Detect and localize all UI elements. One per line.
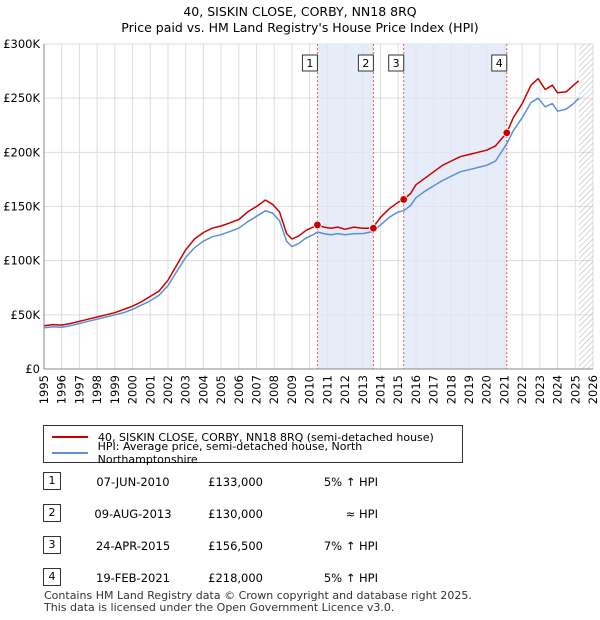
x-tick-label: 2017 [427,375,441,404]
x-tick-label: 2008 [267,375,281,404]
x-tick-label: 2026 [586,375,600,404]
x-tick-label: 2002 [161,375,175,404]
x-tick-label: 2018 [444,375,458,404]
x-tick-label: 2001 [143,375,157,404]
x-tick-label: 2011 [320,375,334,404]
x-tick-label: 2019 [462,375,476,404]
chart-title-address: 40, SISKIN CLOSE, CORBY, NN18 8RQ [183,4,417,19]
shaded-periods [317,44,593,369]
footer: Contains HM Land Registry data © Crown c… [44,590,472,614]
hpi-series-line [43,97,580,329]
sale-label-number: 1 [306,57,313,70]
x-tick-label: 2016 [409,375,423,404]
property-line-swatch [52,436,88,438]
sale-price: £133,000 [208,475,263,489]
table-row: 2 09-AUG-2013 £130,000 ≈ HPI [43,504,463,524]
sale-label-frame [491,54,508,72]
sale-label-number: 4 [496,57,503,70]
x-tick-label: 2015 [391,375,405,404]
sale-date: 19-FEB-2021 [96,571,170,585]
footer-copyright: Contains HM Land Registry data © Crown c… [44,589,472,602]
sale-hpi-comparison: 5% ↑ HPI [323,571,378,585]
legend-item-property: 40, SISKIN CLOSE, CORBY, NN18 8RQ (semi-… [52,430,434,444]
y-tick-label: £300K [3,37,40,51]
sale-hpi-comparison: 5% ↑ HPI [323,475,378,489]
x-tick-label: 2023 [533,375,547,404]
x-tick-label: 2020 [480,375,494,404]
sale-number-badge: 1 [43,472,61,490]
table-row: 1 07-JUN-2010 £133,000 5% ↑ HPI [43,472,463,492]
legend-item-hpi: HPI: Average price, semi-detached house,… [52,440,462,466]
sale-label-frame [388,54,405,72]
sale-price: £218,000 [208,571,263,585]
sale-label-frame [357,54,374,72]
x-tick-label: 2006 [232,375,246,404]
sale-label-box: 1 [301,54,318,72]
x-tick-label: 2013 [356,375,370,404]
footer-licence: This data is licensed under the Open Gov… [44,601,395,614]
sale-label-box: 4 [491,54,508,72]
x-tick-label: 2004 [196,375,210,404]
sale-label-number: 3 [393,57,400,70]
y-tick-label: £250K [3,91,40,105]
sale-label-box: 2 [357,54,374,72]
x-tick-label: 2021 [497,375,511,404]
sale-label-box: 3 [388,54,405,72]
price-chart: 1 2 3 4 £0 £50K £100K £150K £200K £250K £300K 1995… [3,37,600,404]
sale-point [399,195,408,204]
legend: 40, SISKIN CLOSE, CORBY, NN18 8RQ (semi-… [43,425,463,466]
sale-number-badge: 4 [43,568,61,586]
y-tick-label: £200K [3,145,40,159]
x-tick-label: 2009 [285,375,299,404]
y-tick-label: £150K [3,200,40,214]
sale-label-number: 2 [362,57,369,70]
x-tick-label: 2010 [303,375,317,404]
x-tick-label: 2024 [551,375,565,404]
x-tick-label: 2022 [515,375,529,404]
x-tick-label: 2012 [338,375,352,404]
x-tick-label: 1997 [72,375,86,404]
y-tick-label: £0 [25,362,40,376]
legend-property-label: 40, SISKIN CLOSE, CORBY, NN18 8RQ (semi-… [98,430,434,444]
x-tick-label: 2014 [373,375,387,404]
shaded-period [317,44,374,369]
sale-point [502,128,511,138]
sale-hpi-comparison: ≈ HPI [345,507,378,521]
x-tick-label: 2003 [179,375,193,404]
x-tick-label: 2007 [250,375,264,404]
x-tick-label: 2000 [126,375,140,404]
x-tick-label: 2005 [214,375,228,404]
sale-labels: 1 2 3 4 [301,54,508,72]
sale-number-badge: 2 [43,504,61,522]
x-tick-label: 1999 [108,375,122,404]
x-tick-label: 1995 [37,375,51,404]
legend-hpi-label: HPI: Average price, semi-detached house,… [97,440,363,466]
table-row: 3 24-APR-2015 £156,500 7% ↑ HPI [43,536,463,556]
y-tick-label: £50K [11,308,41,322]
shaded-period [403,44,507,369]
sale-date: 09-AUG-2013 [94,507,172,521]
x-tick-label: 2025 [568,375,582,404]
sale-date: 07-JUN-2010 [96,475,170,489]
hpi-line-swatch [52,452,88,454]
table-row: 4 19-FEB-2021 £218,000 5% ↑ HPI [43,568,463,588]
sale-point [369,223,378,233]
sale-price: £156,500 [208,539,263,553]
sale-points [313,128,511,233]
y-tick-label: £100K [3,254,40,268]
sale-point [313,220,322,230]
x-tick-label: 1998 [90,375,104,404]
sale-number-badge: 3 [43,536,61,554]
sale-date: 24-APR-2015 [95,539,171,553]
sale-price: £130,000 [208,507,263,521]
sale-hpi-comparison: 7% ↑ HPI [323,539,378,553]
chart-subtitle: Price paid vs. HM Land Registry's House … [121,20,479,35]
x-tick-label: 1996 [55,375,69,404]
forecast-hatch [578,44,593,369]
sale-label-frame [301,54,318,72]
